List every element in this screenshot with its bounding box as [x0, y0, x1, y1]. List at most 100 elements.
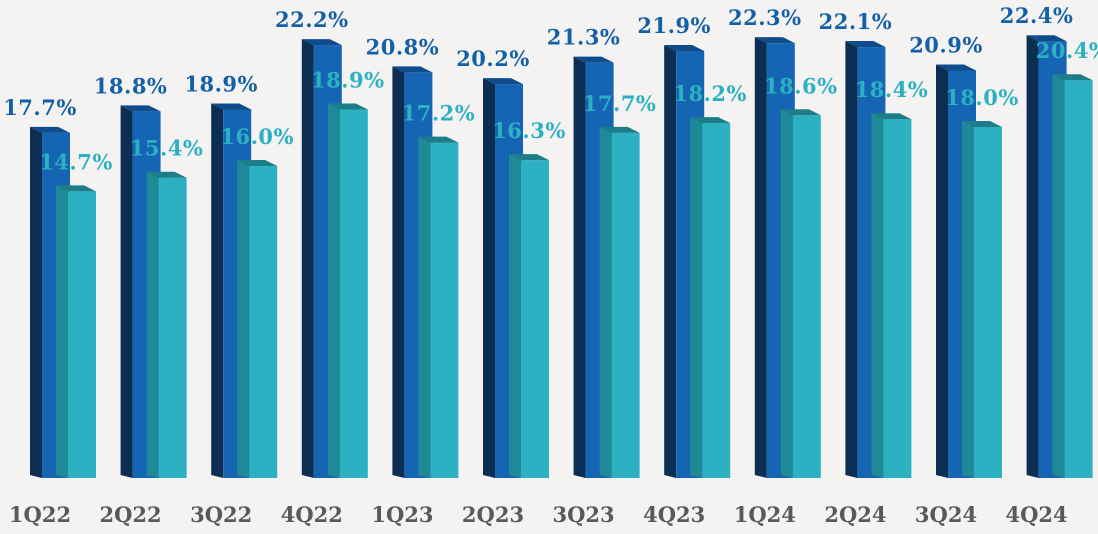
value-label-series-2-2Q22: 15.4%	[130, 136, 204, 161]
bar-top-2-4Q23	[690, 117, 731, 124]
bar-series-2-2Q24	[883, 119, 912, 478]
value-label-series-1-4Q23: 21.9%	[637, 13, 711, 38]
bar-series-2-3Q23	[611, 132, 640, 478]
bar-side-2-4Q23	[690, 117, 703, 478]
value-label-series-2-2Q23: 16.3%	[492, 118, 566, 143]
category-label-3Q22: 3Q22	[190, 502, 252, 527]
bar-side-2-4Q22	[327, 103, 340, 478]
bar-side-2-3Q22	[237, 160, 250, 478]
category-label-2Q22: 2Q22	[100, 502, 162, 527]
category-label-1Q24: 1Q24	[734, 502, 796, 527]
value-label-series-2-1Q23: 17.2%	[402, 101, 476, 126]
bar-top-2-3Q24	[962, 121, 1002, 127]
category-label-2Q23: 2Q23	[462, 502, 524, 527]
bar-side-2-3Q24	[962, 121, 974, 478]
category-label-4Q24: 4Q24	[1006, 502, 1068, 527]
bar-side-1-2Q24	[845, 41, 858, 479]
value-label-series-1-3Q24: 20.9%	[909, 32, 983, 57]
bar-top-1-4Q22	[301, 39, 342, 46]
bar-top-2-2Q24	[871, 113, 912, 120]
bar-top-1-4Q24	[1026, 35, 1067, 42]
bar-top-2-1Q23	[418, 136, 459, 143]
value-label-series-2-3Q22: 16.0%	[220, 124, 294, 149]
bar-top-1-1Q24	[754, 37, 795, 44]
bar-side-1-1Q24	[754, 37, 767, 479]
bar-side-1-3Q23	[573, 56, 586, 479]
bar-top-1-4Q23	[664, 44, 705, 51]
bar-side-2-2Q24	[871, 113, 884, 478]
value-label-series-1-1Q24: 22.3%	[728, 5, 802, 30]
value-label-series-2-1Q24: 18.6%	[764, 73, 838, 98]
bar-series-2-4Q22	[339, 109, 368, 478]
bars-group	[30, 35, 1093, 479]
bar-top-2-4Q22	[327, 103, 368, 110]
bar-series-2-2Q22	[158, 177, 187, 478]
value-labels-group: 17.7% 14.7% 18.8% 15.4% 18.9% 16.0% 22.2% 18.9%…	[3, 3, 1098, 174]
bar-top-2-2Q22	[146, 171, 187, 178]
value-label-series-1-1Q22: 17.7%	[3, 95, 77, 120]
value-label-series-2-3Q24: 18.0%	[945, 85, 1019, 110]
bar-top-1-3Q24	[936, 64, 976, 71]
bar-side-2-1Q24	[780, 109, 793, 479]
bar-side-1-3Q22	[211, 103, 224, 478]
category-label-4Q22: 4Q22	[281, 502, 343, 527]
category-label-1Q22: 1Q22	[9, 502, 71, 527]
bar-top-2-3Q23	[599, 126, 640, 133]
category-label-2Q24: 2Q24	[824, 502, 886, 527]
bar-top-1-1Q23	[392, 66, 433, 73]
bar-side-2-1Q22	[56, 185, 68, 478]
category-label-4Q23: 4Q23	[643, 502, 705, 527]
bar-top-2-4Q24	[1052, 74, 1093, 81]
bar-top-2-2Q23	[509, 154, 549, 161]
value-label-series-1-2Q22: 18.8%	[94, 73, 168, 98]
value-label-series-2-4Q24: 20.4%	[1036, 38, 1098, 63]
category-labels-group: 1Q22 2Q22 3Q22 4Q22 1Q23 2Q23 3Q23 4Q23 1Q24 2Q24…	[9, 502, 1068, 527]
bar-side-1-2Q23	[483, 78, 495, 478]
bar-side-1-1Q22	[30, 126, 42, 478]
category-label-1Q23: 1Q23	[371, 502, 433, 527]
bar-series-2-4Q23	[702, 123, 731, 478]
value-label-series-2-4Q22: 18.9%	[311, 67, 385, 92]
bar-top-1-2Q24	[845, 41, 886, 48]
bar-side-2-1Q23	[418, 136, 431, 478]
value-label-series-1-1Q23: 20.8%	[366, 34, 440, 59]
bar-top-1-2Q23	[483, 78, 523, 85]
bar-side-2-3Q23	[599, 126, 612, 478]
bar-top-2-1Q22	[56, 185, 96, 192]
value-label-series-1-4Q22: 22.2%	[275, 7, 349, 32]
category-label-3Q23: 3Q23	[553, 502, 615, 527]
value-label-series-1-2Q23: 20.2%	[456, 46, 530, 71]
value-label-series-1-3Q22: 18.9%	[184, 71, 258, 96]
bar-top-2-3Q22	[237, 160, 278, 166]
bar-series-2-1Q23	[430, 142, 459, 478]
bar-series-2-2Q23	[521, 160, 549, 478]
category-label-3Q24: 3Q24	[915, 502, 977, 527]
value-label-series-2-2Q24: 18.4%	[855, 77, 929, 102]
value-label-series-1-2Q24: 22.1%	[819, 9, 893, 34]
bar-top-1-3Q22	[211, 103, 252, 110]
bar-series-2-4Q24	[1064, 80, 1093, 478]
bar-side-1-1Q23	[392, 66, 405, 479]
value-label-series-2-3Q23: 17.7%	[583, 91, 657, 116]
bar-side-1-3Q24	[936, 64, 948, 478]
bar-side-2-4Q24	[1052, 74, 1065, 478]
bar-side-1-4Q23	[664, 44, 677, 478]
value-label-series-2-1Q22: 14.7%	[39, 149, 113, 174]
bar-side-2-2Q22	[146, 171, 159, 478]
bar-side-1-2Q22	[120, 105, 133, 479]
bar-top-1-1Q22	[30, 126, 70, 133]
bar-side-1-4Q22	[301, 39, 314, 478]
value-label-series-1-3Q23: 21.3%	[547, 25, 621, 50]
bar-side-2-2Q23	[509, 154, 521, 478]
bar-side-1-4Q24	[1026, 35, 1039, 478]
value-label-series-1-4Q24: 22.4%	[1000, 3, 1074, 28]
bar-top-2-1Q24	[780, 109, 821, 116]
bar-top-1-3Q23	[573, 56, 614, 63]
bar-series-2-1Q24	[792, 115, 821, 479]
bar-top-1-2Q22	[120, 105, 161, 112]
bar-series-2-3Q22	[249, 166, 278, 478]
bar-series-2-1Q22	[68, 191, 96, 478]
value-label-series-2-4Q23: 18.2%	[673, 81, 747, 106]
